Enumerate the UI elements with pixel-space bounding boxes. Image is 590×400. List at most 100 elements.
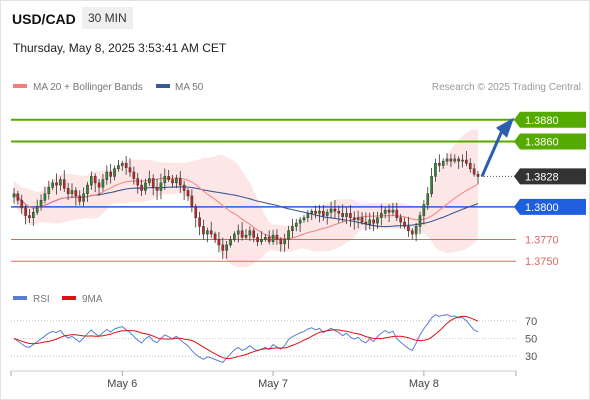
- candle: [82, 187, 85, 207]
- candle-body: [82, 193, 85, 202]
- candle: [457, 156, 460, 169]
- candle-body: [260, 239, 263, 242]
- candle: [132, 166, 136, 185]
- candle-body: [217, 239, 221, 246]
- candle-body: [240, 230, 244, 238]
- candle-body: [43, 193, 47, 201]
- candle: [322, 204, 325, 221]
- candle-body: [97, 182, 101, 188]
- price-label-support: 1.3750: [525, 256, 559, 268]
- candle: [163, 168, 167, 190]
- candle-body: [140, 184, 143, 191]
- candle-body: [74, 190, 78, 197]
- candle-body: [322, 210, 325, 216]
- candle: [16, 190, 20, 205]
- candle-body: [144, 182, 147, 191]
- candle-body: [155, 186, 159, 191]
- candle-body: [202, 226, 205, 235]
- candle-body: [441, 160, 445, 166]
- candle: [325, 209, 329, 225]
- candle: [159, 173, 163, 200]
- candle: [410, 228, 414, 240]
- candle: [248, 226, 252, 242]
- candle: [86, 181, 89, 202]
- candle: [380, 204, 383, 226]
- candle: [178, 171, 182, 193]
- candle: [383, 207, 387, 219]
- candle-body: [430, 176, 433, 195]
- candle-body: [291, 226, 294, 232]
- candle: [476, 171, 480, 185]
- candle: [279, 237, 283, 252]
- candle-body: [352, 217, 356, 221]
- candle-body: [418, 215, 422, 227]
- candle-body: [113, 168, 116, 177]
- price-label-pivot: 1.3800: [514, 198, 586, 215]
- candle-body: [90, 176, 93, 186]
- candle-body: [128, 167, 132, 173]
- price-label-text: 1.3750: [525, 256, 559, 268]
- rsi-ma-line: [13, 315, 479, 360]
- candle: [90, 171, 93, 190]
- candle-body: [124, 163, 128, 168]
- candle-body: [414, 226, 418, 235]
- candle-body: [35, 206, 39, 213]
- candle-body: [325, 212, 329, 216]
- candle: [47, 180, 51, 200]
- candle: [337, 205, 341, 223]
- candle-body: [294, 222, 298, 227]
- candle: [287, 226, 290, 249]
- ma20-legend-label: MA 20 + Bollinger Bands: [33, 82, 143, 93]
- candle: [407, 216, 410, 237]
- candle-body: [132, 171, 136, 179]
- candle-body: [275, 234, 279, 240]
- candle-body: [171, 179, 174, 184]
- candle-body: [453, 158, 457, 162]
- price-label-resistance: 1.3860: [514, 133, 586, 150]
- candle-body: [120, 163, 124, 166]
- price-label-text: 1.3800: [525, 202, 559, 214]
- candle: [468, 158, 472, 173]
- candle-body: [472, 168, 476, 175]
- candle-body: [256, 237, 259, 242]
- candle-body: [391, 209, 395, 213]
- candle-body: [349, 213, 352, 218]
- candle: [260, 231, 263, 245]
- candle-body: [109, 171, 112, 177]
- candle-body: [468, 163, 472, 169]
- price-label-box: [514, 198, 586, 215]
- candle: [62, 170, 66, 192]
- candle-body: [252, 230, 256, 238]
- candle: [32, 207, 35, 226]
- candle: [434, 158, 437, 182]
- candle: [186, 188, 190, 201]
- candle-body: [329, 208, 333, 213]
- candle: [12, 187, 16, 204]
- candle-body: [24, 207, 27, 216]
- candle-body: [364, 221, 368, 225]
- candle-body: [66, 188, 70, 195]
- candle: [105, 165, 109, 185]
- candle: [209, 221, 213, 239]
- candle-body: [310, 210, 314, 214]
- candle-body: [190, 195, 194, 208]
- candle: [221, 237, 225, 260]
- rsi-panel: 70 50 30: [11, 314, 537, 363]
- candle: [360, 212, 364, 225]
- candle-body: [47, 186, 51, 195]
- candle: [461, 154, 464, 168]
- candle-body: [337, 210, 341, 214]
- candle: [202, 219, 205, 240]
- candle-body: [194, 206, 198, 218]
- candle: [225, 240, 228, 259]
- rsi-legend-label: RSI: [33, 294, 50, 305]
- candle-body: [39, 200, 43, 208]
- timeframe-badge[interactable]: 30 MIN: [82, 7, 133, 29]
- candle-body: [407, 226, 410, 232]
- candlesticks: [12, 150, 480, 260]
- candle-body: [434, 163, 437, 177]
- candle-body: [476, 173, 480, 177]
- candle-body: [356, 217, 360, 221]
- price-label-text: 1.3880: [525, 115, 559, 127]
- candle-body: [78, 195, 82, 202]
